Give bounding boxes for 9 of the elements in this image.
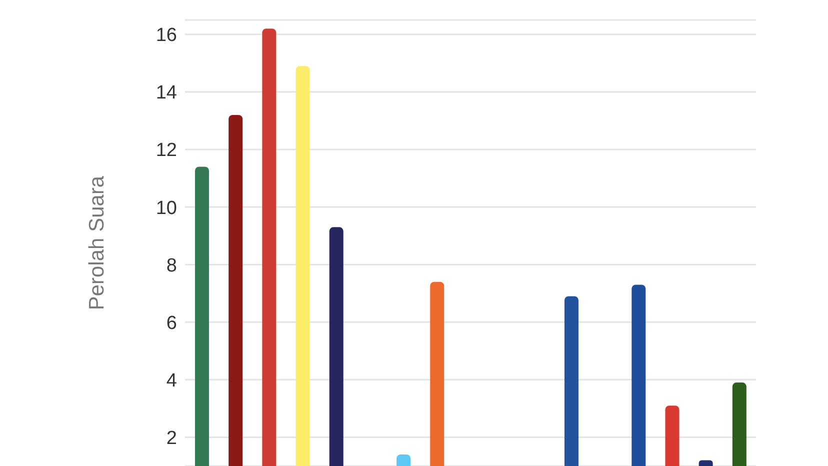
y-tick-label: 4: [166, 370, 178, 392]
y-tick-label: 2: [166, 428, 177, 449]
y-tick-label: 6: [166, 312, 177, 334]
y-tick-label: 10: [156, 198, 177, 219]
y-tick-label: 14: [156, 82, 178, 104]
y-tick-label: 16: [156, 25, 177, 46]
y-tick-label: 12: [156, 140, 177, 162]
y-tick-label: 8: [166, 255, 177, 276]
y-axis-title: Perolah Suara: [85, 176, 108, 310]
